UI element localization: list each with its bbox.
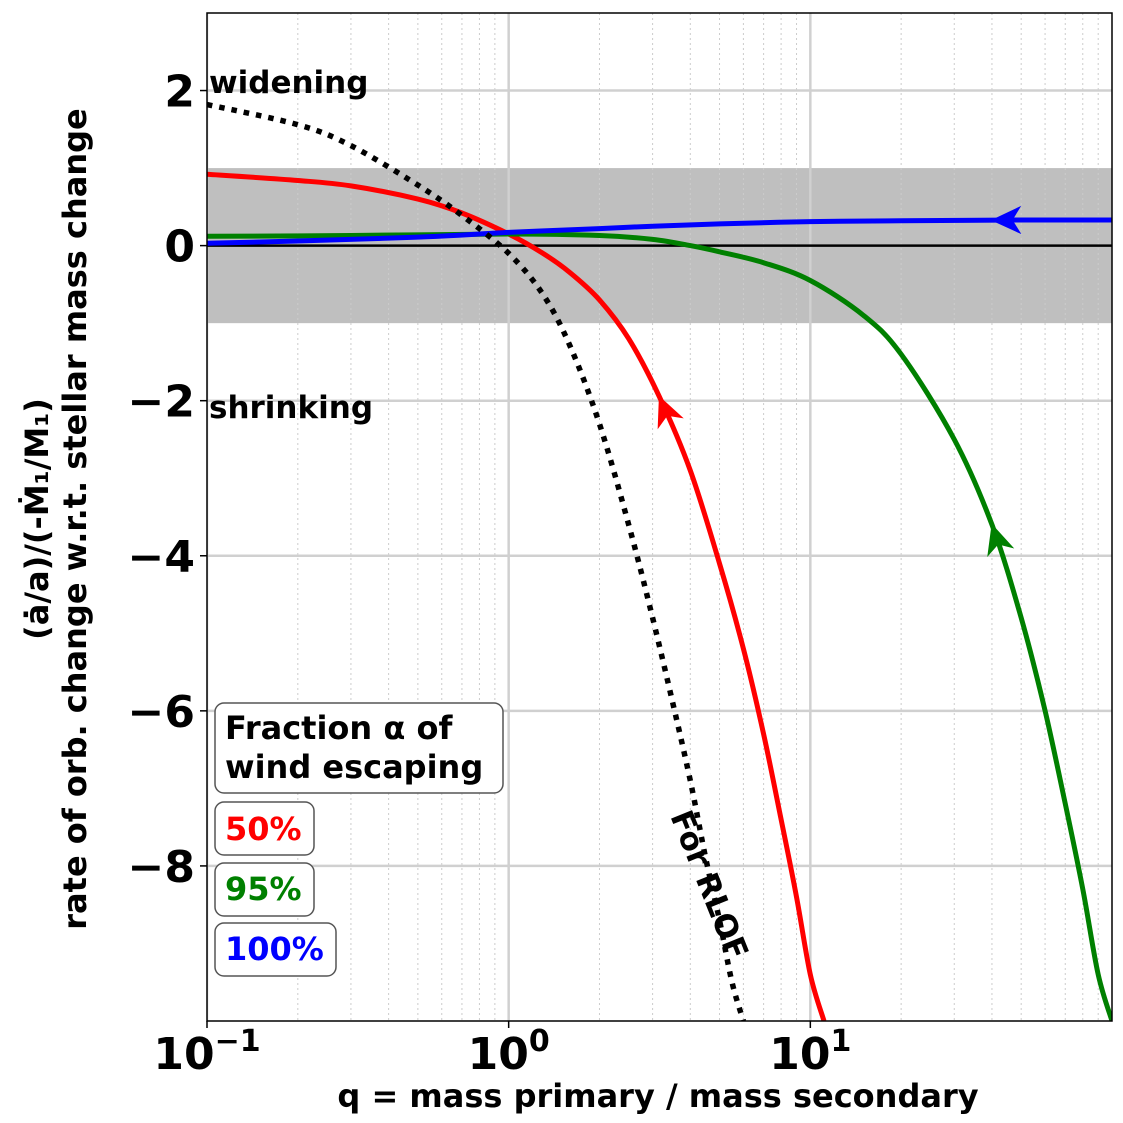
y-axis-label-line2: rate of orb. change w.r.t. stellar mass … (56, 108, 94, 929)
legend-title-box (214, 702, 504, 794)
legend-box-50 (214, 801, 315, 856)
series-line-50 (207, 171, 827, 1021)
y-tick-label: −6 (128, 687, 195, 738)
legend-label-50: 50% (225, 810, 302, 848)
y-tick-label: 0 (164, 222, 195, 273)
arrowhead-100pct (990, 205, 1022, 235)
y-tick-label: −2 (128, 377, 195, 428)
legend: Fraction α of wind escaping 50% 95% 100% (214, 702, 504, 977)
legend-label-100: 100% (225, 930, 324, 968)
x-tick-label: 10−1 (153, 1024, 260, 1080)
x-axis-label: q = mass primary / mass secondary (337, 1077, 978, 1115)
annotation-shrinking: shrinking (209, 390, 373, 426)
legend-title-line2: wind escaping (225, 748, 483, 786)
y-tick-label: 2 (164, 67, 195, 118)
arrowhead-95pct (987, 523, 1015, 557)
series-line-95 (207, 231, 1112, 1021)
y-tick-label: −4 (128, 532, 195, 583)
legend-title-line1: Fraction α of (225, 709, 453, 747)
y-axis-label-line1: (ȧ/a)/(-Ṁ₁/M₁) (18, 398, 56, 640)
plot-frame (206, 12, 1113, 1022)
annotation-rlof: For RLOF (663, 806, 755, 965)
arrowhead-50pct (657, 395, 684, 430)
annotation-widening: widening (209, 65, 368, 101)
legend-label-95: 95% (225, 870, 302, 908)
legend-box-95 (214, 862, 315, 917)
series-line-for-rlof (207, 101, 747, 1021)
x-tick-label: 100 (468, 1024, 550, 1080)
y-tick-label: −8 (128, 842, 195, 893)
series-line-100 (207, 217, 1112, 246)
legend-box-100 (214, 922, 337, 977)
x-tick-label: 101 (769, 1024, 851, 1080)
